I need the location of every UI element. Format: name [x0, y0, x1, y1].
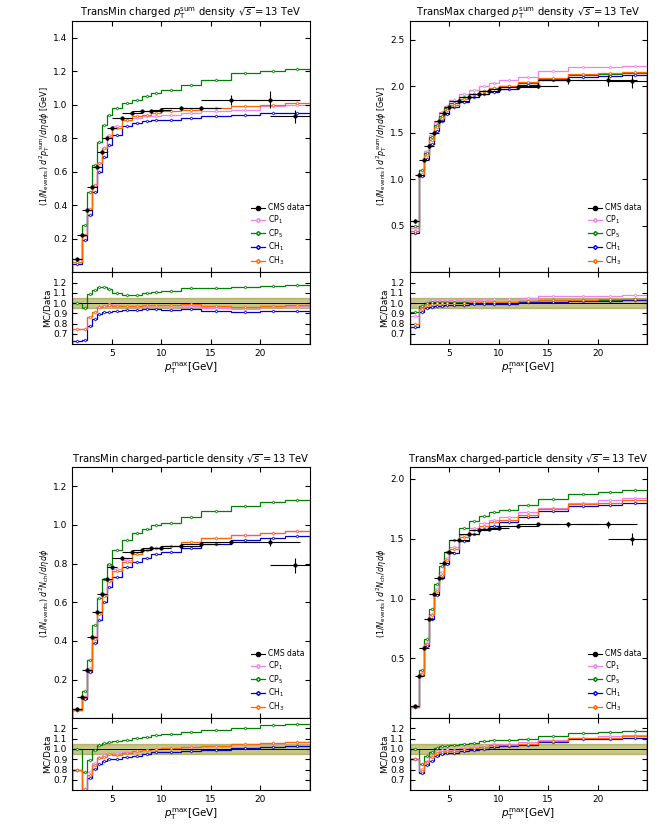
Legend: CMS data, CP$_1$, CP$_5$, CH$_1$, CH$_3$: CMS data, CP$_1$, CP$_5$, CH$_1$, CH$_3$	[250, 648, 306, 715]
X-axis label: $p_{\rm T}^{\rm max}$[GeV]: $p_{\rm T}^{\rm max}$[GeV]	[164, 360, 218, 376]
X-axis label: $p_{\rm T}^{\rm max}$[GeV]: $p_{\rm T}^{\rm max}$[GeV]	[501, 807, 555, 822]
Y-axis label: MC/Data: MC/Data	[43, 735, 52, 773]
Bar	[72, 298, 310, 308]
Title: TransMax charged $p_{\rm T}^{\rm sum}$ density $\sqrt{s} = 13$ TeV: TransMax charged $p_{\rm T}^{\rm sum}$ d…	[417, 5, 641, 21]
Y-axis label: MC/Data: MC/Data	[43, 289, 52, 328]
Legend: CMS data, CP$_1$, CP$_5$, CH$_1$, CH$_3$: CMS data, CP$_1$, CP$_5$, CH$_1$, CH$_3$	[250, 201, 306, 268]
Y-axis label: MC/Data: MC/Data	[380, 289, 389, 328]
Y-axis label: $(1/N_{\rm events})\; d^2 p_{\rm T}^{\rm sum} / d\eta\, d\phi$ [GeV]: $(1/N_{\rm events})\; d^2 p_{\rm T}^{\rm…	[37, 87, 52, 206]
Legend: CMS data, CP$_1$, CP$_5$, CH$_1$, CH$_3$: CMS data, CP$_1$, CP$_5$, CH$_1$, CH$_3$	[587, 201, 643, 268]
Bar	[72, 744, 310, 754]
Title: TransMax charged-particle density $\sqrt{s} = 13$ TeV: TransMax charged-particle density $\sqrt…	[408, 452, 648, 466]
Title: TransMin charged-particle density $\sqrt{s} = 13$ TeV: TransMin charged-particle density $\sqrt…	[72, 452, 310, 466]
Legend: CMS data, CP$_1$, CP$_5$, CH$_1$, CH$_3$: CMS data, CP$_1$, CP$_5$, CH$_1$, CH$_3$	[587, 648, 643, 715]
Bar	[409, 298, 647, 308]
X-axis label: $p_{\rm T}^{\rm max}$[GeV]: $p_{\rm T}^{\rm max}$[GeV]	[501, 360, 555, 376]
Y-axis label: $(1/N_{\rm events})\; d^2 N_{\rm ch} / d\eta\, d\phi$: $(1/N_{\rm events})\; d^2 N_{\rm ch} / d…	[374, 548, 389, 638]
Y-axis label: MC/Data: MC/Data	[380, 735, 389, 773]
X-axis label: $p_{\rm T}^{\rm max}$[GeV]: $p_{\rm T}^{\rm max}$[GeV]	[164, 807, 218, 822]
Bar	[409, 744, 647, 754]
Title: TransMin charged $p_{\rm T}^{\rm sum}$ density $\sqrt{s} = 13$ TeV: TransMin charged $p_{\rm T}^{\rm sum}$ d…	[80, 5, 302, 21]
Y-axis label: $(1/N_{\rm events})\; d^2 N_{\rm ch} / d\eta\, d\phi$: $(1/N_{\rm events})\; d^2 N_{\rm ch} / d…	[37, 548, 52, 638]
Y-axis label: $(1/N_{\rm events})\; d^2 p_{\rm T}^{\rm sum} / d\eta\, d\phi$ [GeV]: $(1/N_{\rm events})\; d^2 p_{\rm T}^{\rm…	[374, 87, 389, 206]
